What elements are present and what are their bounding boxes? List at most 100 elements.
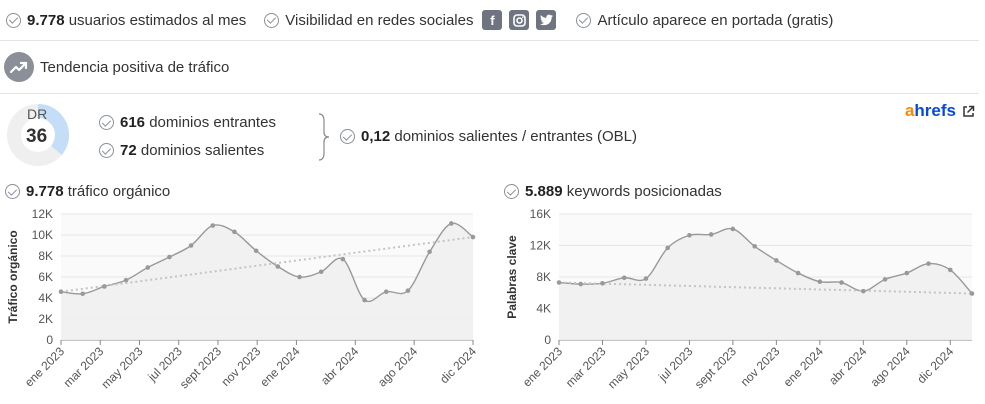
- users-value: 9.778: [27, 11, 65, 29]
- obl-value: 0,12: [361, 128, 391, 145]
- data-point[interactable]: [123, 277, 129, 283]
- data-point[interactable]: [687, 232, 692, 238]
- data-point[interactable]: [232, 229, 237, 235]
- obl-label: dominios salientes / entrantes (OBL): [394, 128, 637, 145]
- data-point[interactable]: [449, 221, 454, 226]
- data-point[interactable]: [708, 232, 714, 237]
- traffic-trend: Tendencia positiva de tráfico: [4, 52, 229, 82]
- data-point[interactable]: [774, 258, 779, 263]
- data-point[interactable]: [210, 223, 216, 228]
- x-tick-label: abr 2024: [826, 344, 870, 388]
- trend-line: [60, 236, 474, 293]
- data-point[interactable]: [102, 284, 107, 289]
- data-point[interactable]: [904, 270, 910, 276]
- users-text: 9.778 usuarios estimados al mes: [27, 12, 246, 29]
- facebook-icon[interactable]: f: [482, 10, 503, 30]
- data-point[interactable]: [253, 248, 259, 254]
- data-point[interactable]: [752, 243, 757, 249]
- data-point[interactable]: [470, 234, 476, 240]
- data-point[interactable]: [362, 297, 367, 303]
- traffic-title-label: tráfico orgánico: [67, 183, 171, 200]
- data-point[interactable]: [188, 243, 194, 248]
- incoming-value: 616: [120, 114, 146, 131]
- x-tick-label: abr 2024: [318, 344, 362, 388]
- check-icon: [504, 184, 519, 199]
- check-icon: [6, 12, 21, 28]
- x-tick-label: ene 2023: [22, 344, 68, 390]
- data-point[interactable]: [578, 281, 584, 287]
- outgoing-domains: 72 dominios salientes: [99, 142, 264, 159]
- data-point[interactable]: [275, 264, 281, 269]
- brace-divider: [318, 113, 330, 161]
- keywords-title-value: 5.889: [525, 183, 563, 200]
- data-point[interactable]: [297, 274, 302, 280]
- frontpage-label: Artículo aparece en portada (gratis): [597, 11, 834, 29]
- x-tick-label: may 2023: [605, 344, 652, 391]
- y-tick-label: 8K: [38, 249, 53, 263]
- users-item: 9.778 usuarios estimados al mes: [6, 12, 246, 29]
- trend-label: Tendencia positiva de tráfico: [40, 58, 230, 76]
- data-point[interactable]: [556, 280, 562, 285]
- data-point[interactable]: [839, 280, 844, 285]
- dr-label: DR: [27, 106, 48, 122]
- y-tick-label: 8K: [536, 270, 551, 284]
- x-tick-label: may 2023: [98, 344, 145, 391]
- data-point[interactable]: [621, 275, 627, 281]
- traffic-chart-title: 9.778 tráfico orgánico: [5, 183, 170, 200]
- divider: [0, 93, 979, 94]
- check-icon: [576, 12, 592, 28]
- y-tick-label: 4K: [38, 291, 53, 305]
- data-point[interactable]: [80, 291, 85, 297]
- y-tick-label: 6K: [38, 270, 53, 284]
- x-tick-label: sept 2023: [692, 344, 739, 391]
- data-point[interactable]: [795, 270, 801, 276]
- data-point[interactable]: [730, 226, 736, 232]
- frontpage-item: Artículo aparece en portada (gratis): [576, 12, 833, 29]
- data-point[interactable]: [600, 281, 605, 286]
- area-fill: [61, 223, 473, 340]
- x-tick-label: ene 2024: [781, 344, 827, 390]
- data-point[interactable]: [861, 288, 866, 294]
- check-icon: [264, 12, 280, 28]
- divider: [0, 40, 979, 41]
- data-point[interactable]: [926, 261, 931, 266]
- data-point[interactable]: [383, 289, 389, 294]
- summary-row: 9.778 usuarios estimados al mes Visibili…: [6, 9, 979, 31]
- twitter-icon[interactable]: [536, 10, 557, 30]
- keywords-chart-title: 5.889 keywords posicionadas: [504, 183, 722, 200]
- data-point[interactable]: [405, 288, 411, 293]
- x-tick-label: dic 2024: [914, 344, 956, 386]
- traffic-title-value: 9.778: [26, 183, 64, 200]
- social-label: Visibilidad en redes sociales: [285, 11, 474, 29]
- data-point[interactable]: [969, 291, 975, 296]
- data-point[interactable]: [340, 256, 346, 262]
- y-tick-label: 0: [544, 333, 551, 347]
- outgoing-value: 72: [120, 142, 137, 159]
- users-label: usuarios estimados al mes: [68, 11, 247, 29]
- x-tick-label: ago 2024: [868, 344, 914, 390]
- y-axis-label: Palabras clave: [505, 235, 519, 319]
- data-point[interactable]: [882, 277, 888, 282]
- y-tick-label: 0: [46, 333, 53, 347]
- data-point[interactable]: [643, 276, 649, 281]
- data-point[interactable]: [318, 269, 324, 275]
- check-icon: [340, 129, 355, 144]
- trend-up-icon: [4, 52, 34, 82]
- x-tick-label: ago 2024: [375, 344, 421, 390]
- data-point[interactable]: [167, 254, 172, 260]
- x-tick-label: ene 2023: [520, 344, 566, 390]
- data-point[interactable]: [427, 249, 432, 255]
- external-link-icon: [963, 105, 975, 117]
- data-point[interactable]: [665, 245, 670, 251]
- area-fill: [559, 228, 972, 340]
- data-point[interactable]: [58, 289, 64, 294]
- check-icon: [99, 115, 114, 130]
- data-point[interactable]: [817, 279, 823, 285]
- data-point[interactable]: [145, 265, 151, 270]
- dr-value: 36: [26, 126, 48, 147]
- instagram-icon[interactable]: [509, 10, 530, 30]
- data-point[interactable]: [947, 267, 953, 273]
- ahrefs-link[interactable]: ahrefs: [905, 101, 975, 121]
- social-item: Visibilidad en redes sociales f: [264, 10, 557, 30]
